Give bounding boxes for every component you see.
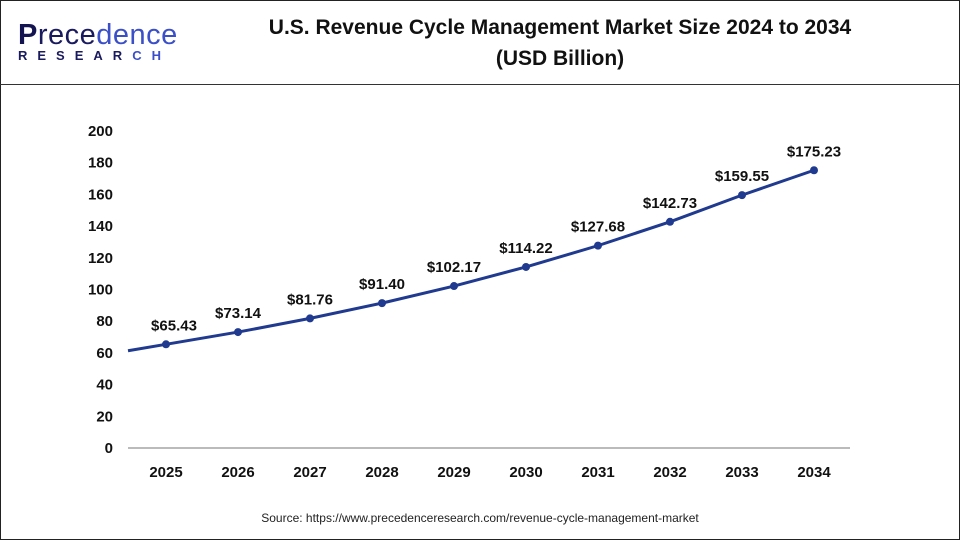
data-point: [594, 241, 602, 250]
y-tick-label: 160: [88, 186, 113, 203]
data-label: $81.76: [287, 291, 333, 308]
data-label: $127.68: [571, 219, 625, 236]
data-point: [522, 262, 530, 271]
data-point: [666, 217, 674, 226]
y-tick-label: 0: [105, 440, 113, 457]
data-label: $102.17: [427, 259, 481, 276]
y-tick-label: 40: [96, 377, 113, 394]
data-point: [234, 328, 242, 337]
data-label: $159.55: [715, 168, 769, 185]
x-tick-label: 2025: [149, 464, 182, 481]
y-tick-label: 200: [88, 123, 113, 140]
header: Precedence RESEARCH U.S. Revenue Cycle M…: [0, 0, 960, 85]
x-tick-label: 2028: [365, 464, 398, 481]
data-point: [810, 166, 818, 175]
brand-logo: Precedence RESEARCH: [18, 19, 178, 63]
data-label: $175.23: [787, 143, 841, 160]
data-label: $73.14: [215, 305, 262, 322]
data-label: $142.73: [643, 195, 697, 212]
data-point: [306, 314, 314, 323]
data-point: [378, 299, 386, 308]
x-tick-label: 2027: [293, 464, 326, 481]
y-tick-label: 60: [96, 345, 113, 362]
data-point: [738, 191, 746, 200]
y-tick-label: 140: [88, 218, 113, 235]
x-tick-label: 2032: [653, 464, 686, 481]
data-point: [450, 282, 458, 291]
data-point: [162, 340, 170, 349]
y-tick-label: 180: [88, 155, 113, 172]
y-tick-label: 120: [88, 250, 113, 267]
x-tick-label: 2029: [437, 464, 470, 481]
data-label: $65.43: [151, 317, 197, 334]
x-tick-label: 2030: [509, 464, 542, 481]
data-label: $91.40: [359, 276, 405, 293]
y-tick-label: 100: [88, 282, 113, 299]
chart-title: U.S. Revenue Cycle Management Market Siz…: [268, 16, 852, 70]
y-tick-label: 80: [96, 313, 113, 330]
x-tick-label: 2033: [725, 464, 758, 481]
source-note: Source: https://www.precedenceresearch.c…: [261, 511, 699, 525]
data-label: $114.22: [499, 240, 552, 257]
x-tick-label: 2026: [221, 464, 254, 481]
y-tick-label: 20: [96, 408, 113, 425]
x-tick-label: 2031: [581, 464, 614, 481]
x-tick-label: 2034: [797, 464, 831, 481]
